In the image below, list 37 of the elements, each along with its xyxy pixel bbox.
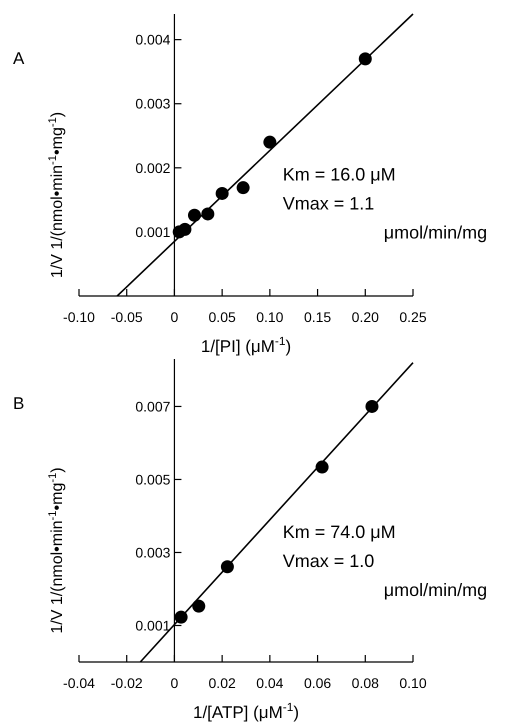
x-axis-title: 1/[ATP] (μM$^{-1}$) [192,700,300,722]
point [192,600,206,613]
annotation: Km = 74.0 μM [282,522,396,542]
x-axis-title: 1/[PI] (μM$^{-1}$) [200,334,292,356]
x-tick-label: -0.04 [63,675,96,691]
y-tick-label: 0.007 [135,398,171,414]
y-tick-label: 0.005 [135,471,171,488]
x-tick-label: 0.06 [304,675,332,691]
x-tick-label: 0.25 [399,309,427,325]
point [263,136,276,149]
x-tick-label: 0.04 [256,675,284,691]
x-tick-label: 0.05 [208,309,236,325]
text: A [13,49,25,68]
y-tick-label: 0.002 [135,160,171,176]
x-tick-label: 0 [170,675,179,691]
annotation: Km = 16.0 μM [282,164,396,184]
annotation: μmol/min/mg [384,580,488,600]
x-tick-label: 0.10 [256,309,284,325]
y-tick-label: 0.003 [135,544,171,560]
annotation: μmol/min/mg [384,222,488,242]
x-tick-label: -0.02 [110,675,143,691]
x-tick-label: 0 [170,309,179,325]
y-tick-label: 0.004 [135,32,171,48]
x-tick-label: 0.02 [208,675,236,691]
y-tick-label: 0.001 [135,617,171,634]
x-tick-label: 0.20 [352,309,380,325]
x-tick-label: -0.10 [63,309,96,325]
point [236,181,250,194]
y-tick-label: 0.003 [135,96,171,112]
text: B [13,394,24,413]
annotation: Vmax = 1.0 [282,550,374,571]
x-tick-label: 0.10 [399,675,427,691]
y-tick-label: 0.001 [135,224,171,240]
x-tick-label: 0.15 [304,309,332,325]
x-tick-label: -0.05 [110,309,143,325]
x-tick-label: 0.08 [352,675,380,691]
annotation: Vmax = 1.1 [282,193,374,214]
